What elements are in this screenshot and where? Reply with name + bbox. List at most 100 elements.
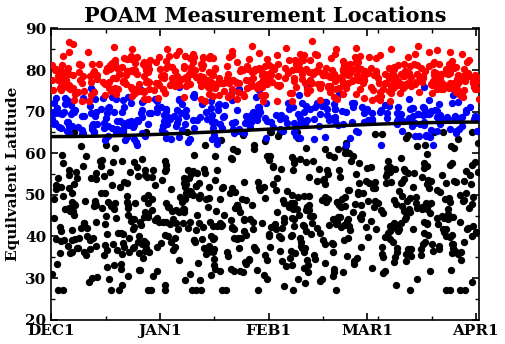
Point	[473, 86, 481, 91]
Point	[413, 277, 421, 282]
Point	[198, 101, 206, 106]
Point	[259, 77, 267, 82]
Point	[183, 83, 191, 88]
Point	[181, 185, 189, 190]
Point	[206, 55, 214, 61]
Point	[104, 110, 112, 116]
Point	[230, 227, 238, 232]
Point	[402, 251, 410, 256]
Point	[401, 72, 409, 77]
Point	[71, 91, 79, 97]
Point	[262, 92, 270, 98]
Point	[288, 192, 296, 197]
Point	[275, 84, 283, 89]
Point	[196, 61, 205, 66]
Point	[130, 159, 138, 165]
Point	[303, 90, 311, 96]
Point	[137, 110, 145, 116]
Point	[148, 273, 157, 279]
Point	[227, 155, 235, 161]
Point	[301, 121, 309, 127]
Point	[113, 118, 121, 124]
Point	[178, 76, 186, 82]
Point	[429, 83, 437, 88]
Point	[276, 130, 284, 135]
Point	[180, 64, 188, 69]
Point	[381, 234, 389, 240]
Point	[414, 111, 422, 117]
Point	[356, 66, 364, 72]
Point	[400, 208, 408, 214]
Point	[172, 207, 180, 213]
Point	[164, 115, 172, 120]
Point	[294, 212, 302, 218]
Point	[433, 115, 441, 120]
Point	[345, 70, 353, 76]
Point	[401, 84, 409, 89]
Point	[471, 86, 479, 92]
Point	[389, 84, 397, 90]
Point	[166, 116, 174, 121]
Point	[57, 238, 65, 244]
Point	[152, 80, 160, 86]
Point	[216, 121, 224, 127]
Point	[352, 92, 360, 97]
Point	[160, 73, 168, 78]
Point	[464, 225, 472, 230]
Point	[56, 224, 64, 230]
Point	[51, 67, 59, 73]
Point	[113, 126, 121, 131]
Point	[261, 64, 269, 69]
Point	[172, 53, 180, 58]
Point	[139, 89, 147, 95]
Point	[106, 169, 114, 174]
Point	[65, 167, 73, 173]
Point	[144, 96, 152, 101]
Point	[357, 66, 365, 72]
Point	[340, 222, 348, 228]
Point	[383, 115, 391, 121]
Point	[393, 223, 401, 228]
Point	[239, 132, 247, 138]
Point	[421, 239, 429, 245]
Point	[286, 91, 294, 96]
Point	[469, 130, 477, 135]
Point	[263, 154, 271, 159]
Point	[91, 243, 99, 249]
Title: POAM Measurement Locations: POAM Measurement Locations	[84, 6, 446, 25]
Point	[274, 133, 282, 139]
Point	[49, 122, 58, 127]
Point	[452, 76, 461, 82]
Point	[141, 64, 149, 69]
Point	[124, 205, 132, 210]
Point	[89, 235, 97, 241]
Point	[295, 156, 304, 162]
Point	[412, 194, 420, 199]
Point	[224, 78, 232, 84]
Point	[435, 247, 443, 252]
Point	[288, 90, 296, 96]
Point	[152, 59, 160, 65]
Point	[79, 163, 87, 169]
Point	[393, 118, 401, 124]
Point	[76, 78, 84, 83]
Point	[228, 49, 236, 54]
Point	[254, 179, 262, 184]
Point	[277, 112, 285, 118]
Point	[301, 80, 310, 86]
Point	[402, 81, 410, 87]
Point	[438, 214, 446, 219]
Point	[331, 114, 339, 119]
Point	[203, 83, 211, 88]
Point	[47, 77, 56, 83]
Point	[209, 55, 217, 61]
Point	[325, 117, 333, 122]
Point	[295, 93, 303, 98]
Point	[187, 171, 195, 176]
Y-axis label: Equilvalent Latitude: Equilvalent Latitude	[6, 87, 20, 261]
Point	[218, 222, 226, 227]
Point	[458, 249, 466, 255]
Point	[109, 241, 117, 247]
Point	[306, 77, 314, 83]
Point	[427, 127, 435, 132]
